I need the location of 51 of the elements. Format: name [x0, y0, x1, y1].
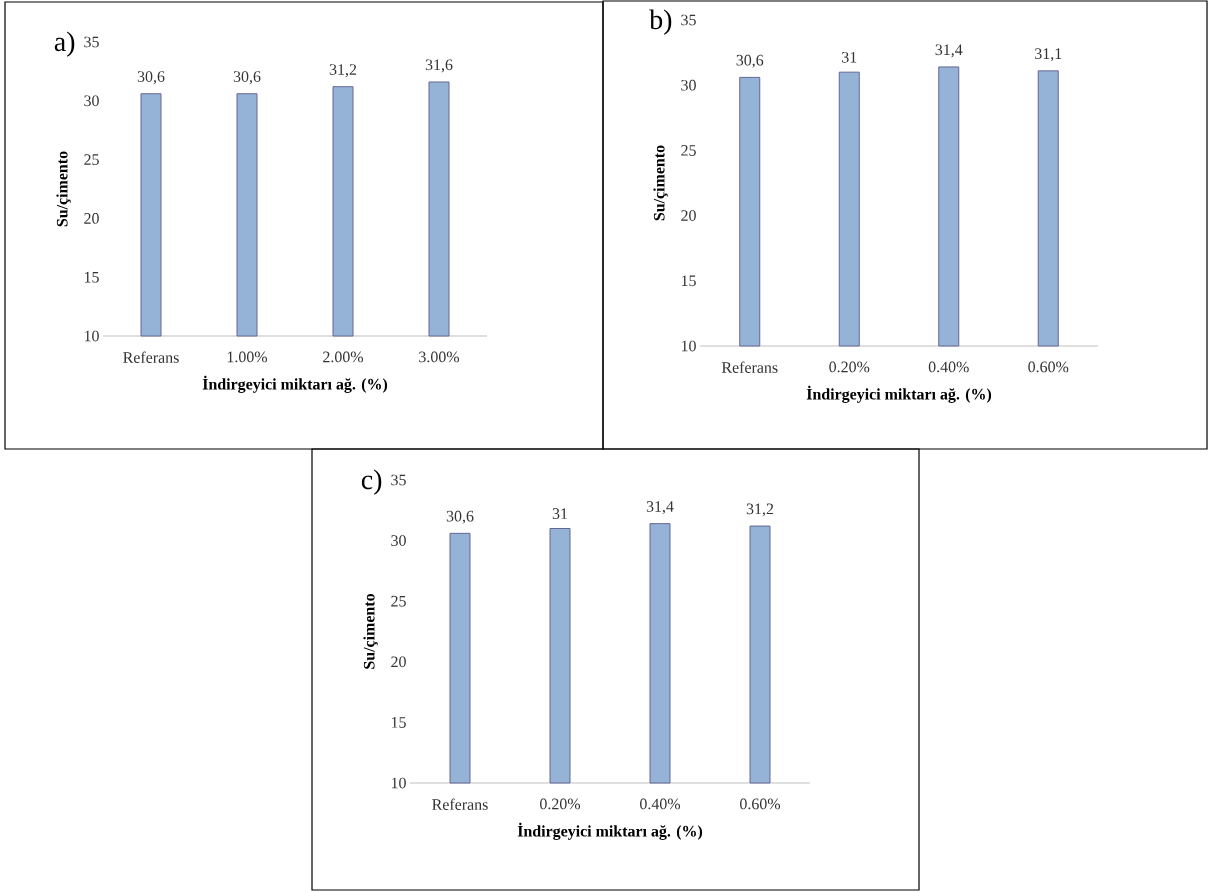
y-tick-label: 10	[681, 340, 696, 352]
data-label: 31,2	[746, 503, 774, 517]
y-tick-label: 25	[391, 595, 406, 607]
data-label: 31	[842, 51, 857, 63]
y-tick-label: 30	[391, 535, 406, 546]
x-tick-label: 2.00%	[323, 351, 364, 363]
y-tick-label: 15	[84, 271, 99, 283]
y-tick-label: 30	[681, 79, 696, 91]
data-label: 31,6	[425, 59, 453, 73]
data-label: 31,4	[935, 44, 963, 58]
data-label: 30,6	[233, 71, 261, 85]
x-tick-label: 0.20%	[829, 361, 870, 373]
y-tick-label: 20	[681, 210, 696, 221]
y-tick-label: 15	[681, 275, 696, 287]
y-tick-label: 20	[84, 213, 99, 224]
x-axis-title: İndirgeyici miktarı ağ. (%)	[517, 822, 703, 840]
y-tick-label: 25	[84, 154, 99, 165]
x-tick-label: 0.40%	[928, 361, 969, 373]
y-tick-label: 35	[681, 14, 696, 26]
chart-title: a)	[54, 31, 75, 57]
y-tick-label: 15	[391, 717, 406, 728]
y-tick-label: 10	[84, 330, 99, 342]
data-label: 31	[552, 508, 568, 519]
x-tick-label: 3.00%	[419, 351, 460, 363]
y-axis-title: Su/çimento	[363, 594, 378, 669]
data-label: 31,2	[329, 64, 357, 78]
x-axis-title: İndirgeyici miktarı ağ. (%)	[202, 375, 388, 393]
y-tick-label: 10	[391, 777, 406, 789]
x-tick-label: 0.20%	[540, 798, 581, 810]
data-label: 30,6	[446, 510, 474, 524]
y-tick-label: 20	[391, 656, 406, 668]
y-axis-title: Su/çimento	[653, 145, 668, 221]
x-tick-label: Referans	[721, 361, 778, 373]
data-label: 30,6	[137, 71, 165, 85]
x-tick-label: 1.00%	[227, 351, 268, 363]
x-axis-title: İndirgeyici miktarı ağ. (%)	[806, 385, 992, 403]
data-label: 31,4	[646, 501, 674, 515]
x-tick-label: 0.60%	[1028, 361, 1069, 373]
x-tick-label: 0.60%	[740, 798, 781, 810]
chart-title: b)	[649, 9, 672, 35]
chart-title: c)	[361, 469, 382, 495]
data-label: 31,1	[1035, 48, 1062, 62]
data-label: 30,6	[736, 54, 764, 68]
y-tick-label: 25	[681, 145, 696, 156]
y-tick-label: 30	[84, 95, 99, 107]
y-tick-label: 35	[84, 36, 99, 48]
y-tick-label: 35	[391, 474, 406, 486]
x-tick-label: Referans	[123, 351, 179, 363]
x-tick-label: Referans	[432, 798, 488, 810]
x-tick-label: 0.40%	[640, 798, 681, 810]
y-axis-title: Su/çimento	[56, 151, 71, 227]
